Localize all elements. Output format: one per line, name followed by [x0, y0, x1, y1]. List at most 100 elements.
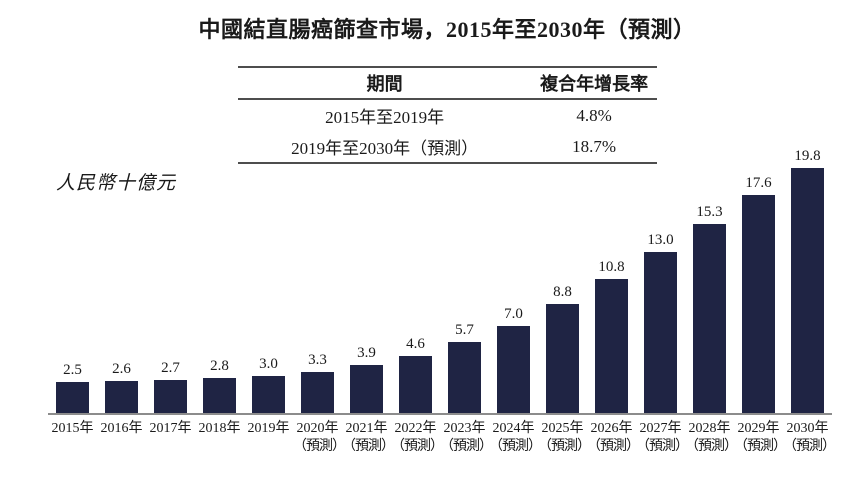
bar-value-label: 17.6	[745, 174, 772, 191]
x-tick-label: 2015年	[48, 420, 97, 456]
x-tick-year: 2024年	[492, 421, 535, 436]
x-tick-year: 2017年	[149, 421, 192, 436]
x-tick-year: 2015年	[51, 421, 94, 436]
x-tick-year: 2019年	[247, 421, 290, 436]
x-tick-forecast-note: （預測）	[293, 439, 346, 455]
x-tick-forecast-note: （預測）	[342, 439, 395, 455]
x-tick-forecast-note: （預測）	[685, 439, 738, 455]
bar-value-label: 5.7	[455, 321, 474, 338]
bar	[252, 376, 285, 413]
cagr-table: 期間 複合年增長率 2015年至2019年 4.8% 2019年至2030年（預…	[238, 66, 657, 164]
bar-value-label: 13.0	[647, 231, 674, 248]
x-tick-label: 2017年	[146, 420, 195, 456]
bar	[791, 168, 824, 413]
x-tick-label: 2019年	[244, 420, 293, 456]
x-tick-year: 2022年	[394, 421, 437, 436]
bar-slot: 7.0	[489, 305, 538, 413]
bar-value-label: 7.0	[504, 305, 523, 322]
x-tick-year: 2027年	[639, 421, 682, 436]
cagr-row-period: 2019年至2030年（預測）	[291, 139, 479, 158]
x-tick-forecast-note: （預測）	[636, 439, 689, 455]
cagr-row-period: 2015年至2019年	[325, 108, 445, 127]
x-tick-label: 2030年 （預測）	[783, 420, 836, 456]
bar-value-label: 3.3	[308, 351, 327, 368]
bar	[448, 342, 481, 413]
bar	[742, 195, 775, 413]
x-tick-forecast-note: （預測）	[391, 439, 444, 455]
bar-value-label: 4.6	[406, 335, 425, 352]
bar	[644, 252, 677, 413]
bar-value-label: 2.7	[161, 359, 180, 376]
bar-slot: 3.3	[293, 351, 342, 413]
bar-value-label: 2.5	[63, 361, 82, 378]
x-tick-forecast-note: （預測）	[440, 439, 493, 455]
x-tick-forecast-note: （預測）	[489, 439, 542, 455]
cagr-header-rate: 複合年增長率	[540, 74, 649, 94]
x-tick-label: 2022年 （預測）	[391, 420, 444, 456]
bar	[56, 382, 89, 413]
bar-value-label: 10.8	[598, 258, 625, 275]
bar	[399, 356, 432, 413]
cagr-table-header: 期間 複合年增長率	[238, 68, 657, 100]
bar-value-label: 3.0	[259, 355, 278, 372]
bar-slot: 3.0	[244, 355, 293, 413]
x-tick-forecast-note: （預測）	[783, 439, 836, 455]
x-tick-year: 2028年	[688, 421, 731, 436]
cagr-row-rate: 18.7%	[572, 136, 617, 156]
x-tick-forecast-note: （預測）	[734, 439, 787, 455]
bar	[595, 279, 628, 413]
cagr-table-row: 2015年至2019年 4.8%	[238, 100, 657, 131]
bar-value-label: 2.6	[112, 360, 131, 377]
x-tick-label: 2020年 （預測）	[293, 420, 346, 456]
bar	[154, 380, 187, 413]
x-tick-year: 2020年	[296, 421, 339, 436]
cagr-header-period: 期間	[366, 74, 403, 94]
x-tick-forecast-note: （預測）	[587, 439, 640, 455]
x-tick-year: 2030年	[786, 421, 829, 436]
bar	[546, 304, 579, 413]
bar-value-label: 15.3	[696, 203, 723, 220]
bar	[497, 326, 530, 413]
x-tick-year: 2021年	[345, 421, 388, 436]
bar-slot: 5.7	[440, 321, 489, 413]
x-tick-year: 2018年	[198, 421, 241, 436]
bar	[350, 365, 383, 413]
bar-slot: 4.6	[391, 335, 440, 413]
bar-slot: 15.3	[685, 203, 734, 413]
y-axis-unit-label: 人民幣十億元	[56, 173, 177, 194]
x-tick-label: 2026年 （預測）	[587, 420, 640, 456]
x-tick-label: 2024年 （預測）	[489, 420, 542, 456]
bar	[301, 372, 334, 413]
x-tick-year: 2016年	[100, 421, 143, 436]
bar	[203, 378, 236, 413]
x-axis-labels: 2015年 2016年 2017年 2018年 2019年 2020年 （預測） 2021年（…	[48, 415, 837, 456]
x-tick-label: 2016年	[97, 420, 146, 456]
bar-slot: 13.0	[636, 231, 685, 413]
bar-value-label: 3.9	[357, 344, 376, 361]
chart-title: 中國結直腸癌篩查市場，2015年至2030年（預測）	[198, 17, 696, 42]
bar-value-label: 19.8	[794, 147, 821, 164]
x-tick-year: 2025年	[541, 421, 584, 436]
bar-slot: 2.8	[195, 357, 244, 413]
x-tick-label: 2021年 （預測）	[342, 420, 395, 456]
bar-slot: 3.9	[342, 344, 391, 413]
x-tick-year: 2026年	[590, 421, 633, 436]
bar-value-label: 2.8	[210, 357, 229, 374]
x-tick-label: 2025年 （預測）	[538, 420, 591, 456]
bar-chart: 2.5 2.6 2.7 2.8 3.0 3.3 3.9 4.6 5.7 7.0 8.8 10.8 13.…	[48, 140, 837, 456]
bar-slot: 19.8	[783, 147, 832, 413]
bar-slot: 17.6	[734, 174, 783, 413]
bar	[693, 224, 726, 413]
x-tick-label: 2029年 （預測）	[734, 420, 787, 456]
x-tick-year: 2023年	[443, 421, 486, 436]
x-tick-label: 2027年 （預測）	[636, 420, 689, 456]
bar-slot: 8.8	[538, 283, 587, 413]
bar	[105, 381, 138, 413]
x-tick-label: 2018年	[195, 420, 244, 456]
x-tick-label: 2028年 （預測）	[685, 420, 738, 456]
bar-slot: 2.7	[146, 359, 195, 413]
x-tick-forecast-note: （預測）	[538, 439, 591, 455]
bar-value-label: 8.8	[553, 283, 572, 300]
bar-slot: 10.8	[587, 258, 636, 413]
